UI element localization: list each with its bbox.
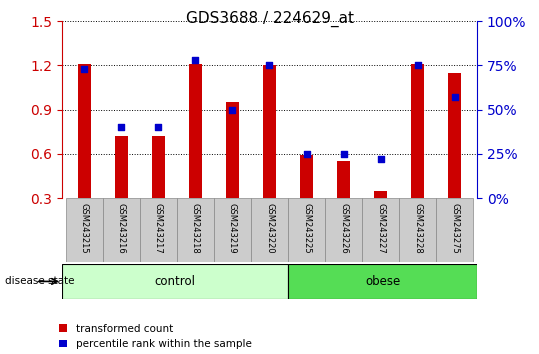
Text: GSM243216: GSM243216 [117, 203, 126, 254]
Text: GSM243218: GSM243218 [191, 203, 200, 254]
Bar [251, 198, 288, 262]
Legend: transformed count, percentile rank within the sample: transformed count, percentile rank withi… [59, 324, 252, 349]
Text: GSM243228: GSM243228 [413, 203, 422, 254]
Point [154, 125, 163, 130]
Bar [263, 65, 276, 198]
Bar [288, 198, 325, 262]
Point [340, 151, 348, 157]
Point [80, 66, 88, 72]
Text: GSM243225: GSM243225 [302, 203, 311, 254]
Text: disease state: disease state [5, 276, 75, 286]
Point [376, 156, 385, 162]
Text: control: control [155, 275, 196, 288]
Bar [337, 161, 350, 198]
Bar [411, 64, 424, 198]
Point [451, 95, 459, 100]
Point [117, 125, 126, 130]
Bar [115, 136, 128, 198]
Point [191, 57, 199, 63]
Text: GSM243219: GSM243219 [228, 203, 237, 254]
Bar [288, 264, 477, 299]
Point [302, 151, 311, 157]
Text: GSM243215: GSM243215 [80, 203, 89, 254]
Bar [214, 198, 251, 262]
Bar [66, 198, 103, 262]
Text: GSM243217: GSM243217 [154, 203, 163, 254]
Bar [226, 102, 239, 198]
Bar [177, 198, 214, 262]
Point [228, 107, 237, 113]
Bar [374, 191, 387, 198]
Bar [448, 73, 461, 198]
Bar [300, 155, 313, 198]
Bar [140, 198, 177, 262]
Bar [325, 198, 362, 262]
Bar [189, 64, 202, 198]
Text: obese: obese [365, 275, 400, 288]
Point [413, 63, 422, 68]
Text: GDS3688 / 224629_at: GDS3688 / 224629_at [185, 11, 354, 27]
Bar [362, 198, 399, 262]
Text: GSM243226: GSM243226 [339, 203, 348, 254]
Bar [62, 264, 288, 299]
Bar [78, 64, 91, 198]
Bar [152, 136, 165, 198]
Point [265, 63, 274, 68]
Bar [103, 198, 140, 262]
Text: GSM243220: GSM243220 [265, 203, 274, 254]
Text: GSM243275: GSM243275 [450, 203, 459, 254]
Bar [436, 198, 473, 262]
Text: GSM243227: GSM243227 [376, 203, 385, 254]
Bar [399, 198, 436, 262]
